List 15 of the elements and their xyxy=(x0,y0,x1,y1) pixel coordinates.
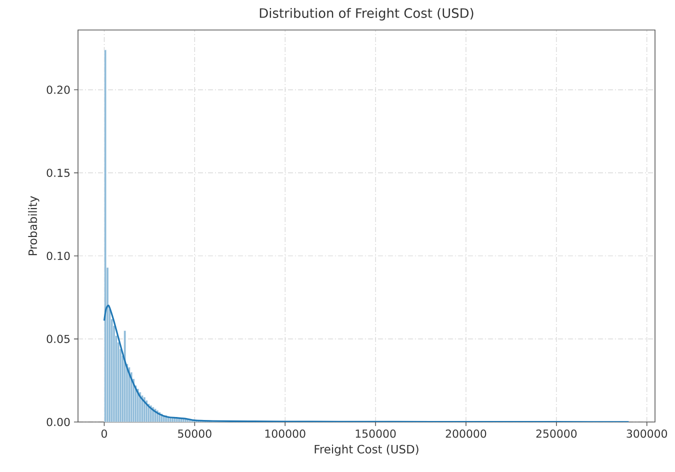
y-tick-label: 0.20 xyxy=(46,86,70,94)
x-tick-label: 0 xyxy=(101,430,107,438)
x-tick-label: 300000 xyxy=(626,430,668,438)
y-tick-label: 0.05 xyxy=(46,334,70,344)
y-tick-label: 0.15 xyxy=(46,168,70,177)
y-tick-label: 0.10 xyxy=(46,252,70,260)
x-axis-title: Freight Cost (USD) xyxy=(314,444,418,456)
x-tick-label: 250000 xyxy=(536,430,577,438)
x-tick-label: 100000 xyxy=(265,430,306,438)
y-tick-label: 0.00 xyxy=(46,418,70,426)
chart-title: Distribution of Freight Cost (USD) xyxy=(260,8,474,20)
x-tick-label: 150000 xyxy=(356,430,396,438)
x-tick-label: 200000 xyxy=(446,430,486,438)
x-tick-label: 50000 xyxy=(178,430,212,438)
y-axis-title: Probability xyxy=(28,196,40,256)
